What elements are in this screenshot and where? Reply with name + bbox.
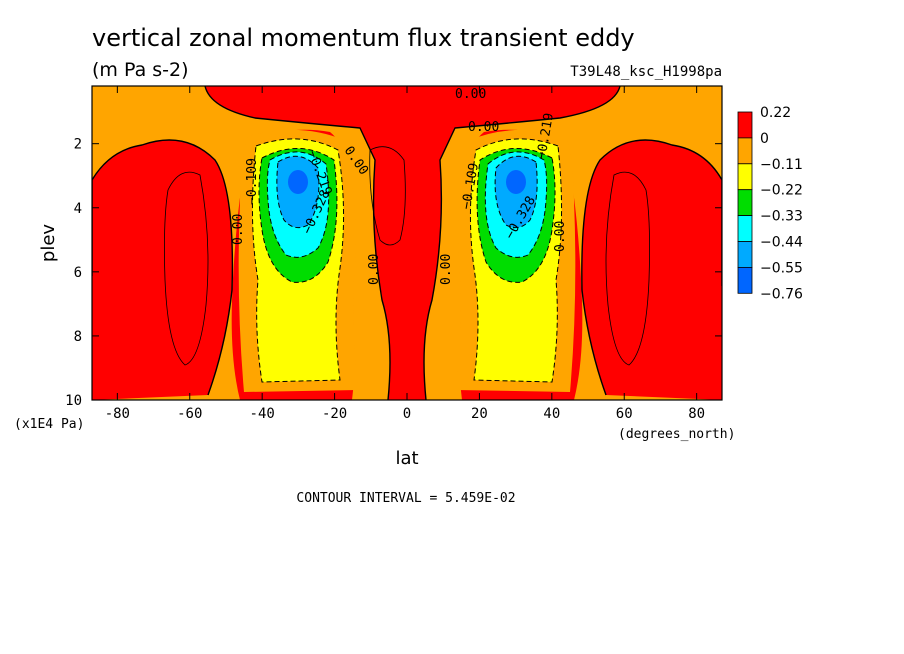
colorbar-level-label: −0.33 — [760, 209, 803, 225]
x-axis: -80 -60 -40 -20 0 20 40 60 80 — [105, 86, 705, 422]
chart-title: vertical zonal momentum flux transient e… — [92, 24, 635, 52]
x-tick-label: 40 — [543, 406, 560, 422]
negative-contours — [251, 138, 563, 383]
colorbar: 0.22 0 −0.11 −0.22 −0.33 −0.44 −0.55 −0.76 — [737, 105, 803, 302]
contour-label: 0.00 — [367, 254, 382, 285]
contour-label: 0.00 — [553, 221, 568, 252]
colorbar-swatch — [737, 111, 753, 139]
colorbar-swatch — [737, 215, 753, 242]
colorbar-level-label: 0.22 — [760, 105, 791, 121]
zero-contours — [92, 86, 722, 400]
colorbar-level-label: −0.76 — [760, 286, 803, 302]
contour-interval-note: CONTOUR INTERVAL = 5.459E-02 — [296, 491, 515, 506]
x-tick-label: -20 — [322, 406, 347, 422]
nh-high-lat-positive-region — [581, 140, 722, 400]
colorbar-level-label: −0.22 — [760, 183, 803, 199]
colorbar-swatch — [737, 189, 753, 216]
nh-negative-lobe-blue — [506, 170, 526, 194]
colorbar-level-label: 0 — [760, 131, 769, 147]
x-tick-label: 20 — [471, 406, 488, 422]
y-tick-label: 4 — [74, 201, 82, 217]
contour-label: 0.00 — [455, 87, 486, 102]
sh-high-lat-positive-region — [92, 140, 233, 400]
x-tick-label: -40 — [250, 406, 275, 422]
tropical-positive-region — [205, 86, 620, 400]
y-units-label: (x1E4 Pa) — [14, 417, 84, 432]
colorbar-swatch — [737, 241, 753, 268]
positive-contours — [164, 146, 650, 366]
colorbar-swatch — [737, 266, 753, 294]
chart-units: (m Pa s-2) — [92, 59, 189, 81]
contour-label: −0.109 — [245, 158, 260, 205]
colorbar-swatch — [737, 137, 753, 165]
run-label: T39L48_ksc_H1998pa — [570, 64, 722, 80]
y-axis-label: plev — [38, 224, 59, 263]
x-units-label: (degrees_north) — [618, 427, 735, 442]
colorbar-swatch — [737, 163, 753, 191]
colorbar-level-label: −0.55 — [760, 260, 803, 276]
y-axis: 2 4 6 8 10 — [65, 137, 722, 409]
plot-area: 0.00 0.00 0.00 −0.109 −0.219 −0.328 0.00… — [92, 86, 722, 400]
x-tick-label: -60 — [177, 406, 202, 422]
x-axis-label: lat — [395, 448, 418, 469]
x-tick-label: 0 — [403, 406, 411, 422]
x-tick-label: 80 — [688, 406, 705, 422]
y-tick-label: 6 — [74, 265, 82, 281]
contour-label: 0.00 — [468, 120, 499, 135]
y-tick-label: 2 — [74, 137, 82, 153]
contour-label: 0.00 — [439, 254, 454, 285]
sh-negative-lobe-blue — [288, 170, 308, 194]
x-tick-label: 60 — [616, 406, 633, 422]
x-tick-label: -80 — [105, 406, 130, 422]
y-tick-label: 8 — [74, 329, 82, 345]
colorbar-level-label: −0.44 — [760, 235, 803, 251]
contour-label: 0.00 — [231, 214, 246, 245]
colorbar-level-label: −0.11 — [760, 157, 803, 173]
y-tick-label: 10 — [65, 393, 82, 409]
